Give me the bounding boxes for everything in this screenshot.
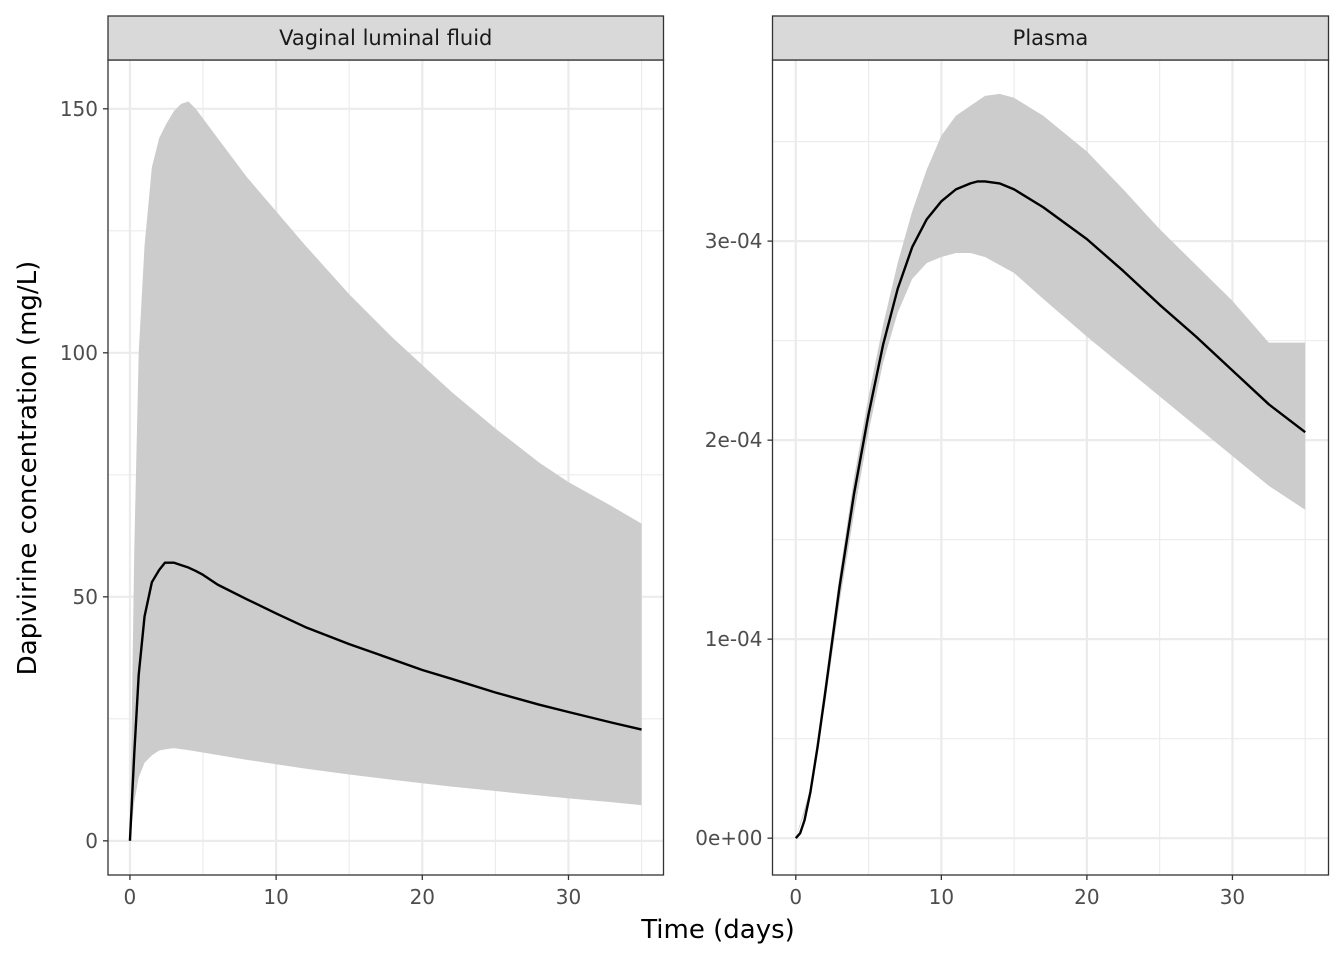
plasma-x-tick-label-0: 0	[789, 885, 802, 909]
plasma-ticks: 0 10 20 30 0e+00 1e-04 2e-04 3e-04	[695, 229, 1245, 909]
vaginal-ticks: 0 10 20 30 0 50 100 150	[60, 97, 581, 909]
vaginal-x-tick-label-3: 30	[556, 885, 581, 909]
panel-vaginal-luminal-fluid: Vaginal luminal fluid 0 10 20 30 0 50 100 150	[60, 15, 665, 909]
plasma-strip-label: Plasma	[1013, 26, 1089, 50]
vaginal-x-tick-label-1: 10	[263, 885, 288, 909]
vaginal-y-tick-label-2: 100	[60, 341, 98, 365]
plasma-interval-ribbon	[795, 93, 1306, 839]
vaginal-strip	[107, 15, 665, 61]
x-axis-title: Time (days)	[640, 915, 795, 945]
vaginal-ribbon-layer	[129, 101, 642, 841]
vaginal-line-layer	[128, 561, 642, 841]
vaginal-x-tick-label-0: 0	[124, 885, 137, 909]
plasma-ribbon-layer	[795, 93, 1306, 839]
plasma-x-tick-label-1: 10	[929, 885, 954, 909]
vaginal-x-tick-label-2: 20	[410, 885, 435, 909]
plasma-x-tick-label-3: 30	[1220, 885, 1245, 909]
plasma-median-line	[794, 180, 1306, 839]
vaginal-interval-ribbon	[129, 101, 642, 841]
panel-plasma: Plasma 0 10 20 30 0e+00 1e-04 2e-04 3e-04	[695, 15, 1330, 909]
vaginal-y-tick-label-0: 0	[85, 829, 98, 853]
plasma-y-tick-label-3: 3e-04	[705, 229, 763, 253]
vaginal-y-tick-label-1: 50	[73, 585, 98, 609]
plasma-line-layer	[794, 180, 1306, 839]
plasma-y-tick-label-1: 1e-04	[705, 627, 763, 651]
vaginal-strip-label: Vaginal luminal fluid	[279, 26, 492, 50]
y-axis-title: Dapivirine concentration (mg/L)	[13, 261, 43, 676]
vaginal-y-tick-label-3: 150	[60, 97, 98, 121]
vaginal-median-line	[128, 561, 642, 841]
plasma-y-tick-label-0: 0e+00	[695, 826, 762, 850]
plasma-y-tick-label-2: 2e-04	[705, 428, 763, 452]
plasma-x-tick-label-2: 20	[1074, 885, 1099, 909]
plasma-strip	[771, 15, 1330, 61]
